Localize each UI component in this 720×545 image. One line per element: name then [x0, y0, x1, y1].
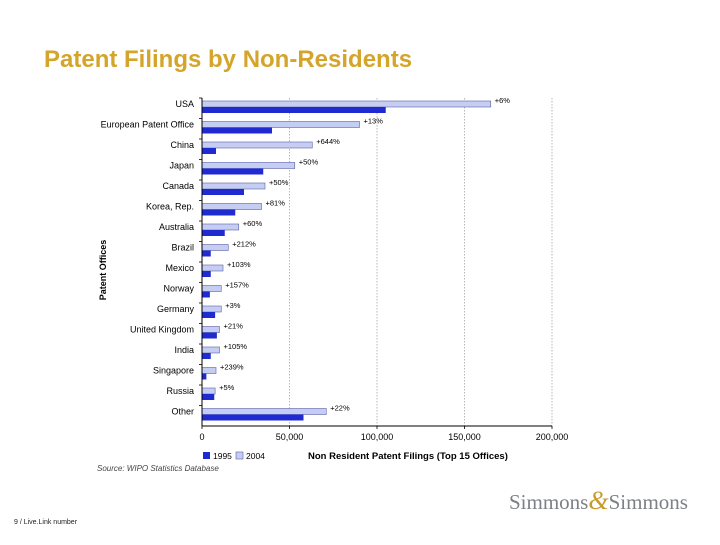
source-note: Source: WIPO Statistics Database	[97, 464, 219, 473]
category-label: India	[174, 345, 194, 355]
change-label: +212%	[232, 240, 256, 249]
category-label: United Kingdom	[130, 325, 194, 335]
bar-2004	[201, 367, 217, 374]
x-axis-label: Non Resident Patent Filings (Top 15 Offi…	[308, 451, 508, 462]
bar-1995	[202, 127, 272, 134]
x-tick-label: 100,000	[361, 432, 394, 442]
category-label: Korea, Rep.	[146, 202, 194, 212]
chart-bars	[199, 97, 492, 421]
chart-category-labels: USA European Patent Office China Japan Canad…	[101, 99, 195, 417]
change-label: +50%	[269, 178, 289, 187]
bar-2004	[201, 408, 327, 415]
category-label: Singapore	[153, 366, 194, 376]
change-label: +103%	[227, 260, 251, 269]
bar-1995	[202, 332, 217, 339]
category-label: Australia	[159, 222, 194, 232]
bar-1995	[202, 271, 211, 277]
chart-tick-labels: 0 50,000 100,000 150,000 200,000	[199, 426, 568, 442]
legend-label-1995: 1995	[213, 451, 232, 461]
brand-right: Simmons	[608, 490, 688, 514]
bar-2004	[201, 264, 224, 272]
bar-2004	[201, 346, 220, 354]
change-label: +3%	[225, 301, 241, 310]
bar-1995	[202, 230, 225, 236]
category-label: Mexico	[165, 263, 194, 273]
legend-label-2004: 2004	[246, 451, 265, 461]
legend-swatch-2004	[235, 451, 244, 460]
change-label: +13%	[364, 117, 384, 126]
category-label: Japan	[169, 161, 194, 171]
bar-1995	[202, 373, 207, 380]
x-tick-label: 150,000	[448, 432, 481, 442]
category-label: Brazil	[171, 243, 194, 253]
category-label: USA	[175, 99, 194, 109]
change-label: +5%	[219, 383, 235, 392]
brand-left: Simmons	[509, 490, 589, 514]
bar-2004	[201, 141, 313, 149]
bar-2004	[201, 182, 266, 190]
x-tick-label: 200,000	[536, 432, 569, 442]
bar-2004	[201, 223, 240, 231]
category-label: Germany	[157, 304, 195, 314]
bar-2004	[201, 244, 229, 251]
brand-amp: &	[588, 486, 609, 515]
change-label: +21%	[224, 322, 244, 331]
bar-1995	[202, 250, 211, 257]
bar-1995	[202, 189, 244, 195]
bar-1995	[202, 394, 215, 400]
change-label: +22%	[330, 404, 350, 413]
chart-grid	[289, 98, 553, 426]
bar-2004	[201, 305, 222, 313]
change-label: +644%	[316, 137, 340, 146]
category-label: European Patent Office	[101, 120, 194, 130]
change-label: +50%	[299, 158, 319, 167]
category-label: Other	[171, 407, 194, 417]
chart-legend: 1995 2004	[203, 451, 265, 461]
bar-2004	[201, 285, 222, 292]
category-label: Canada	[162, 181, 194, 191]
bar-2004	[201, 203, 262, 210]
x-tick-label: 0	[199, 432, 204, 442]
change-label: +239%	[220, 363, 244, 372]
bar-2004	[201, 162, 296, 169]
bar-2004	[201, 100, 492, 108]
y-axis-label: Patent Offices	[98, 240, 108, 301]
bar-1995	[202, 312, 216, 318]
bar-2004	[201, 326, 220, 333]
brand-logo: Simmons&Simmons	[509, 486, 688, 516]
category-label: Russia	[166, 386, 194, 396]
legend-swatch-1995	[203, 452, 210, 459]
change-label: +81%	[266, 199, 286, 208]
chart-change-labels: +6% +13% +644% +50% +50% +81% +60% +212% +103% +1…	[219, 96, 510, 413]
change-label: +6%	[495, 96, 511, 105]
bar-1995	[202, 107, 386, 113]
bar-1995	[202, 168, 264, 175]
footer-text: 9 / Live.Link number	[14, 519, 78, 526]
bar-2004	[201, 121, 360, 128]
change-label: +60%	[243, 219, 263, 228]
bar-1995	[202, 414, 304, 421]
change-label: +105%	[224, 342, 248, 351]
slide-title: Patent Filings by Non-Residents	[44, 46, 413, 73]
bar-1995	[202, 209, 236, 216]
category-label: Norway	[163, 284, 194, 294]
category-label: China	[170, 140, 194, 150]
x-tick-label: 50,000	[276, 432, 304, 442]
bar-2004	[201, 387, 216, 395]
bar-1995	[202, 148, 216, 154]
bar-1995	[202, 353, 211, 359]
change-label: +157%	[225, 281, 249, 290]
bar-1995	[202, 291, 210, 298]
